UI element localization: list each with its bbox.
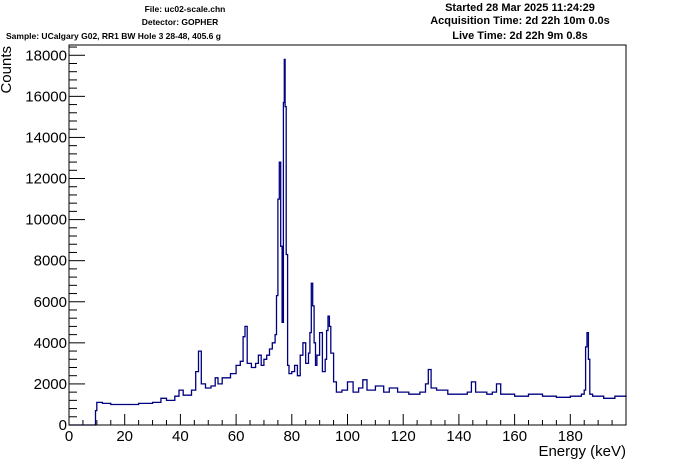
axis-ticks: 0 20 40 60 80 100 120 140 160 180 0 2000 4000 6000 800… (25, 46, 627, 445)
y-tick-label: 16000 (25, 88, 67, 105)
live-time-label: Live Time: 2d 22h 9m 0.8s (452, 30, 588, 42)
sample-label: Sample: UCalgary G02, RR1 BW Hole 3 28-4… (6, 31, 221, 41)
detector-label: Detector: GOPHER (141, 17, 219, 27)
file-label: File: uc02-scale.chn (144, 4, 226, 14)
started-label: Started 28 Mar 2025 11:24:29 (445, 2, 595, 14)
x-tick-label: 20 (116, 428, 133, 445)
x-axis-label: Energy (keV) (538, 443, 626, 460)
plot-frame (68, 44, 627, 426)
x-tick-label: 140 (446, 428, 471, 445)
y-tick-label: 8000 (34, 253, 67, 270)
x-tick-label: 120 (391, 428, 416, 445)
acquisition-time-label: Acquisition Time: 2d 22h 10m 0.0s (430, 15, 610, 27)
x-tick-label: 160 (502, 428, 527, 445)
y-tick-label: 6000 (34, 294, 67, 311)
y-tick-label: 18000 (25, 47, 67, 64)
y-tick-label: 0 (59, 417, 67, 434)
y-axis-label: Counts (0, 46, 15, 94)
y-tick-label: 14000 (25, 129, 67, 146)
series-layer (69, 58, 627, 426)
spectrum-series-0 (69, 58, 627, 426)
y-tick-label: 12000 (25, 171, 67, 188)
x-tick-label: 180 (558, 428, 583, 445)
x-tick-label: 0 (65, 428, 73, 445)
y-tick-label: 4000 (34, 335, 67, 352)
x-tick-label: 80 (283, 428, 300, 445)
x-tick-label: 100 (335, 428, 360, 445)
y-tick-label: 10000 (25, 212, 67, 229)
x-tick-label: 40 (172, 428, 189, 445)
x-tick-label: 60 (228, 428, 245, 445)
y-tick-label: 2000 (34, 376, 67, 393)
